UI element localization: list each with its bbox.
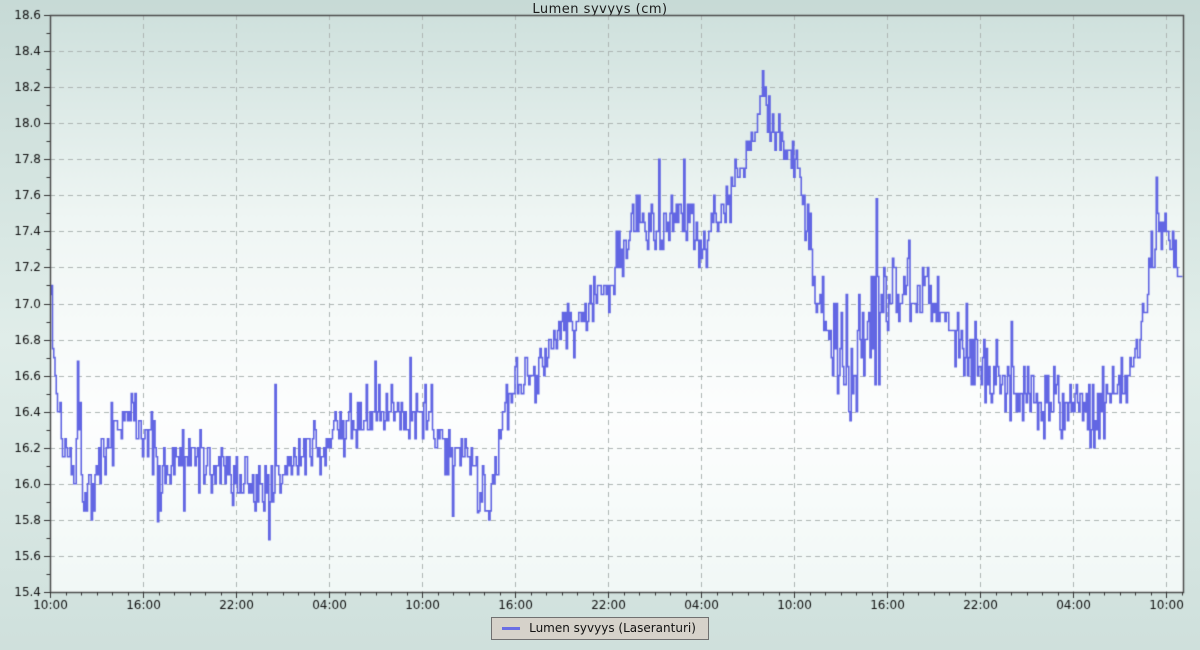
legend-line-swatch xyxy=(502,626,521,630)
legend-box: Lumen syvyys (Laseranturi) xyxy=(491,617,709,640)
legend-label: Lumen syvyys (Laseranturi) xyxy=(529,621,696,635)
chart-canvas xyxy=(0,0,1200,615)
legend: Lumen syvyys (Laseranturi) xyxy=(0,617,1200,641)
